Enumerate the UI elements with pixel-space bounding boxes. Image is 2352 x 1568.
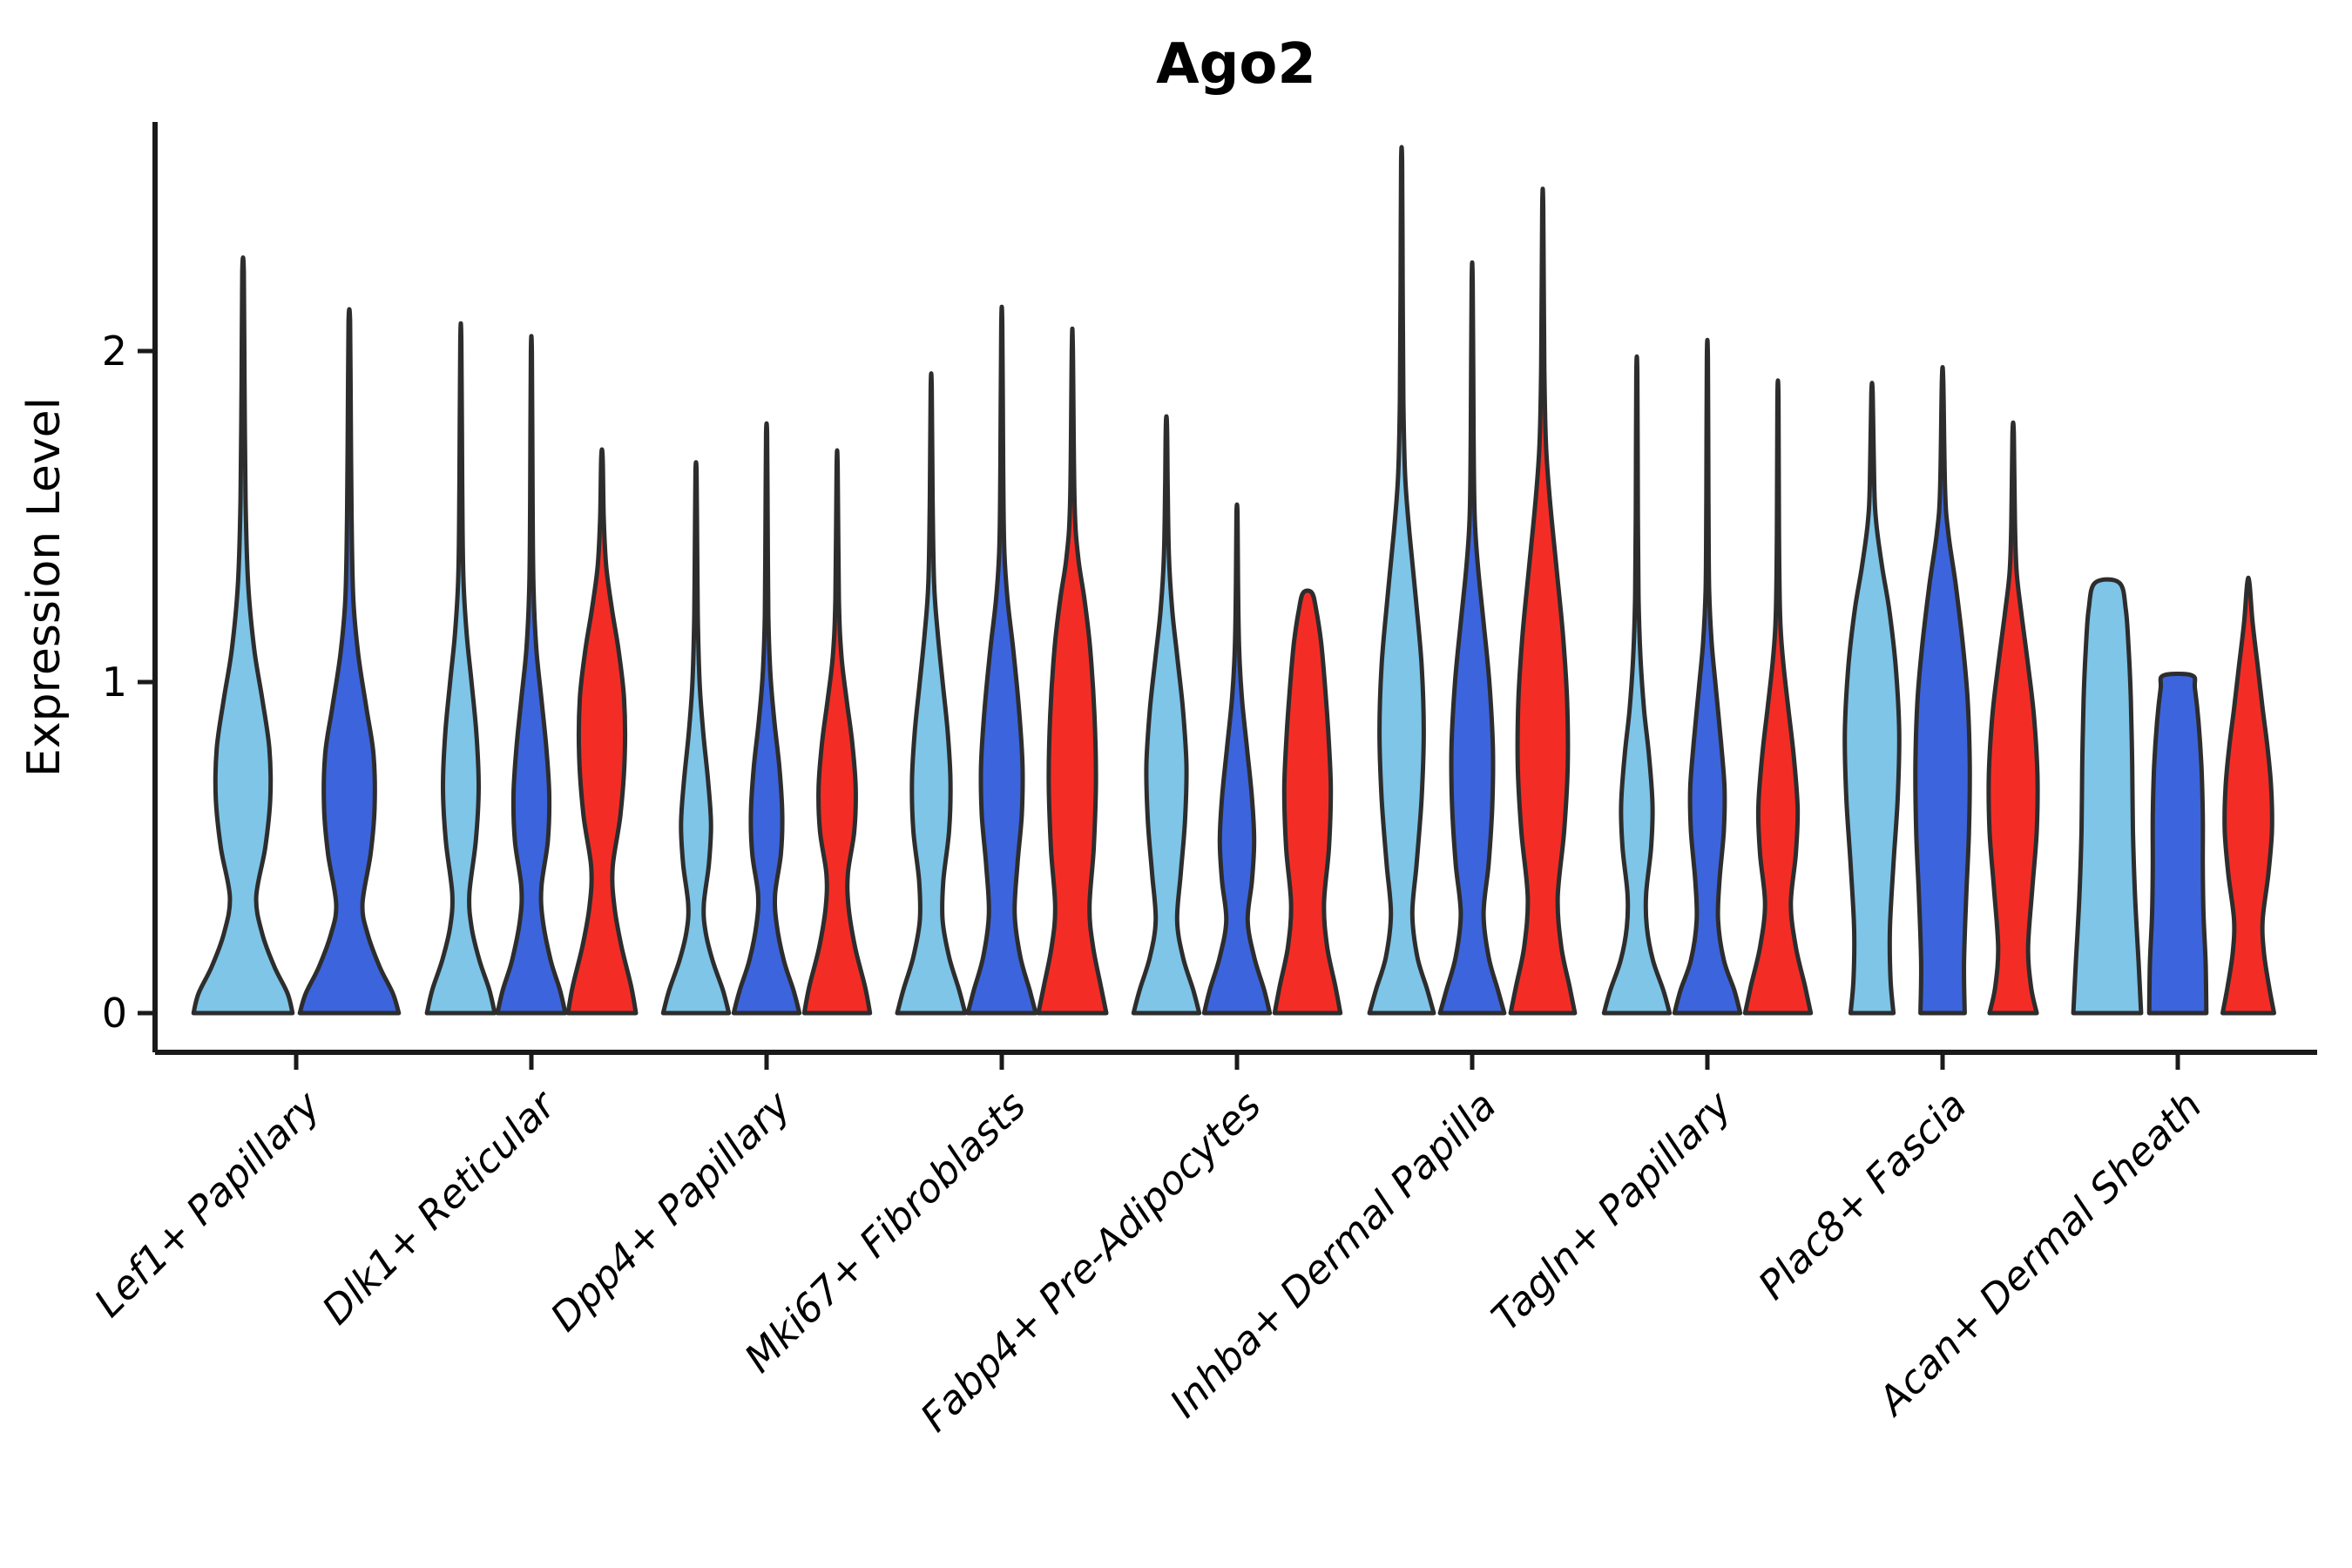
violin-0-series-1 (191, 255, 295, 1016)
violin-2-series-1 (660, 460, 732, 1016)
x-tick-label: Plac8+ Fascia (1749, 1082, 1976, 1308)
violin-4-series-2 (1201, 502, 1273, 1016)
violin-2-series-2 (731, 421, 802, 1016)
violin-7-series-3 (1986, 420, 2040, 1016)
violin-8-series-3 (2220, 575, 2276, 1016)
x-tick-label: Lef1+ Papillary (85, 1081, 330, 1326)
violin-7-series-1 (1842, 381, 1902, 1016)
violin-6-series-2 (1672, 337, 1743, 1016)
violin-4-series-1 (1131, 414, 1202, 1016)
violin-8-series-1 (2071, 577, 2144, 1016)
violin-3-series-1 (895, 371, 968, 1016)
violin-1-series-1 (424, 321, 497, 1016)
violin-5-series-1 (1367, 145, 1436, 1016)
violin-6-series-3 (1742, 378, 1814, 1016)
plot-title: Ago2 (1156, 32, 1316, 97)
x-tick-label: Tagln+ Papillary (1483, 1081, 1741, 1340)
axes-layer: 0 1 2 (102, 122, 2317, 1070)
violin-2-series-3 (801, 448, 873, 1016)
x-tick-label: Dlk1+ Reticular (313, 1081, 565, 1334)
violin-6-series-1 (1601, 354, 1673, 1016)
y-tick-label: 0 (102, 990, 127, 1037)
violin-0-series-2 (297, 307, 402, 1016)
violin-4-series-3 (1272, 588, 1343, 1016)
violin-5-series-3 (1508, 186, 1578, 1016)
violin-1-series-3 (565, 447, 639, 1016)
y-tick-label: 2 (102, 328, 127, 375)
violin-8-series-2 (2146, 672, 2209, 1016)
violin-7-series-2 (1913, 365, 1972, 1016)
violin-5-series-2 (1437, 260, 1507, 1016)
violin-3-series-2 (965, 304, 1038, 1016)
violin-3-series-3 (1036, 326, 1109, 1016)
x-tick-label: Dpp4+ Papillary (542, 1081, 801, 1340)
y-axis-label: Expression Level (18, 397, 71, 777)
violin-1-series-2 (495, 334, 568, 1016)
violin-layer (191, 145, 2276, 1016)
y-tick-label: 1 (102, 659, 127, 706)
